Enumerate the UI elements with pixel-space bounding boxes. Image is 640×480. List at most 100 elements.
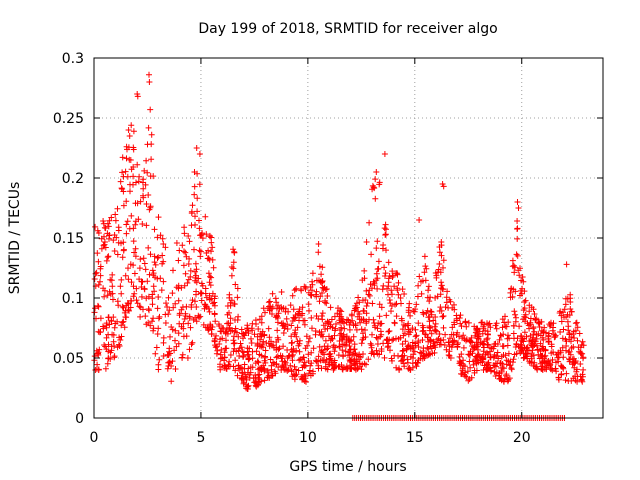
- data-point: [557, 347, 564, 354]
- data-point: [255, 359, 262, 366]
- data-point: [458, 360, 465, 367]
- data-point: [154, 234, 161, 241]
- data-point: [502, 352, 509, 359]
- data-point: [449, 338, 456, 345]
- data-point: [211, 311, 218, 318]
- data-point: [374, 325, 381, 332]
- data-point: [537, 332, 544, 339]
- data-point: [402, 338, 409, 345]
- data-point: [244, 383, 251, 390]
- data-point: [491, 353, 498, 360]
- data-point: [405, 309, 412, 316]
- data-point: [144, 169, 151, 176]
- data-point: [396, 365, 402, 372]
- data-point: [280, 343, 287, 350]
- data-point: [243, 374, 250, 381]
- data-point: [158, 287, 165, 294]
- data-point: [384, 285, 390, 292]
- data-point: [381, 354, 388, 361]
- data-point: [127, 261, 134, 268]
- data-point: [378, 348, 385, 355]
- data-point: [193, 318, 200, 325]
- data-point: [116, 334, 123, 341]
- data-point: [134, 161, 141, 168]
- data-point: [152, 261, 159, 268]
- data-point: [572, 320, 579, 327]
- data-point: [416, 217, 423, 223]
- data-point: [570, 375, 577, 382]
- data-point: [522, 351, 529, 358]
- data-point: [92, 223, 99, 230]
- data-point: [103, 334, 110, 341]
- data-point: [389, 268, 396, 275]
- data-point: [473, 354, 480, 361]
- data-point: [186, 255, 193, 262]
- data-point: [448, 344, 455, 351]
- data-point: [361, 308, 367, 315]
- data-point: [370, 316, 377, 323]
- data-point: [509, 263, 516, 270]
- data-point: [531, 328, 538, 335]
- data-point: [291, 363, 298, 370]
- data-point: [114, 205, 121, 212]
- data-point: [189, 339, 196, 346]
- data-point: [102, 244, 109, 251]
- data-point: [574, 337, 581, 344]
- data-point: [118, 290, 125, 297]
- data-point: [199, 235, 206, 242]
- data-point: [336, 311, 343, 318]
- data-point: [558, 371, 565, 378]
- data-point: [414, 359, 421, 366]
- x-tick-label: 10: [299, 430, 317, 446]
- data-point: [409, 325, 416, 332]
- data-point: [558, 312, 565, 319]
- data-point: [380, 282, 387, 289]
- data-point: [351, 341, 358, 348]
- data-point: [130, 146, 137, 153]
- data-point: [316, 263, 323, 270]
- data-point: [104, 292, 111, 299]
- data-point: [567, 306, 574, 312]
- data-point: [421, 331, 428, 338]
- data-point: [230, 265, 237, 272]
- data-point: [258, 319, 265, 326]
- data-point: [240, 331, 247, 338]
- data-point: [255, 326, 262, 332]
- data-point: [438, 307, 445, 314]
- data-point: [117, 337, 124, 343]
- data-point: [380, 340, 387, 347]
- data-point: [507, 362, 514, 369]
- data-point: [385, 259, 392, 266]
- data-point: [363, 287, 370, 294]
- data-point: [526, 338, 533, 344]
- data-point: [211, 295, 218, 302]
- data-point: [193, 291, 199, 298]
- data-point: [468, 334, 475, 341]
- data-point: [192, 260, 199, 267]
- data-point: [160, 353, 167, 359]
- data-point: [117, 178, 124, 185]
- data-point: [402, 323, 409, 329]
- data-point: [213, 332, 219, 339]
- data-point: [182, 249, 189, 256]
- data-point: [112, 211, 119, 218]
- data-point: [373, 334, 380, 341]
- x-tick-label: 0: [90, 430, 99, 446]
- data-point: [460, 332, 467, 339]
- data-point: [300, 376, 307, 383]
- data-point: [318, 271, 325, 278]
- data-point: [100, 218, 107, 224]
- data-point: [160, 278, 167, 285]
- x-tick-label: 15: [406, 430, 424, 446]
- data-point: [372, 176, 379, 183]
- data-point: [307, 291, 314, 298]
- data-point: [132, 253, 139, 260]
- data-point: [332, 325, 339, 332]
- data-point: [269, 304, 276, 310]
- data-point: [568, 338, 574, 345]
- data-point: [319, 290, 325, 296]
- data-point: [193, 266, 200, 273]
- data-point: [299, 356, 306, 362]
- data-point: [356, 299, 363, 306]
- data-point: [188, 301, 195, 308]
